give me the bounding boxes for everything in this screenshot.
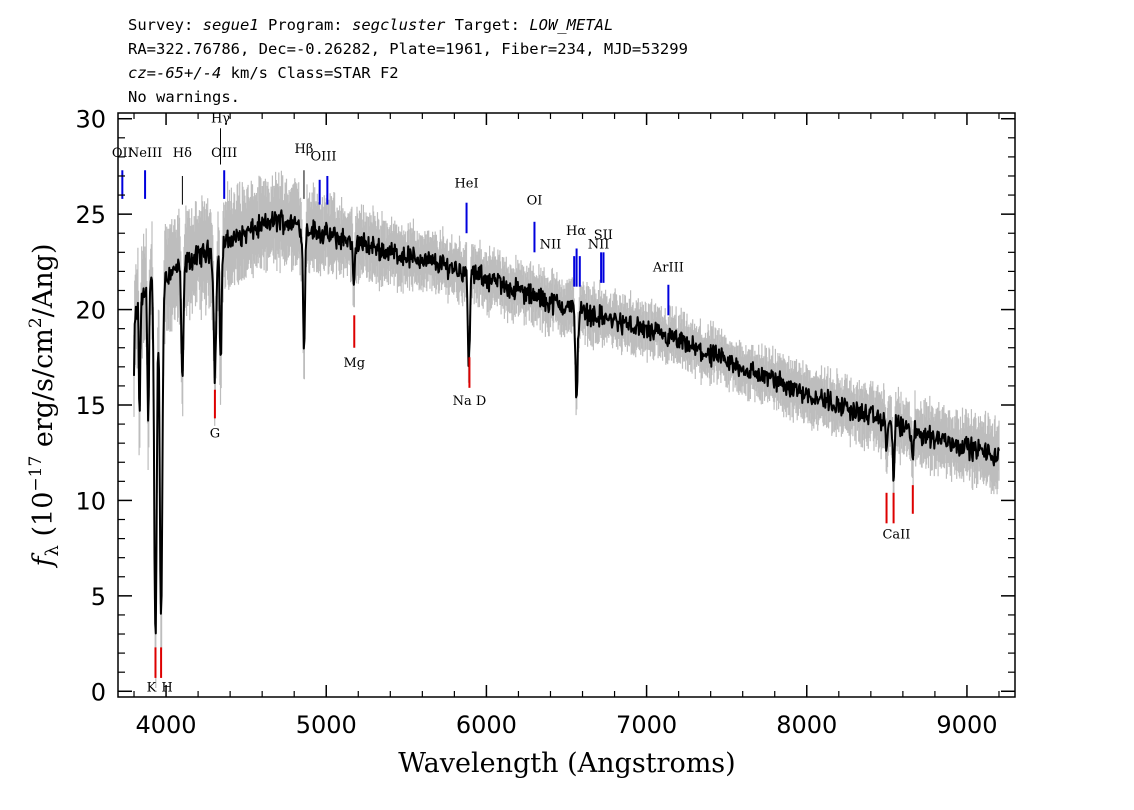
line-marker-label: NII xyxy=(588,238,610,253)
header-text: Survey: segue1 Program: segcluster Targe… xyxy=(128,16,688,106)
line-marker-label: G xyxy=(210,426,220,441)
line-marker-label: Na D xyxy=(453,394,487,409)
header-line-2: RA=322.76786, Dec=-0.26282, Plate=1961, … xyxy=(128,40,688,58)
axes: 4000 5000 6000 7000 8000 9000 0 5 10 15 20 25 30 xyxy=(75,106,1016,739)
line-marker-label: Hδ xyxy=(173,146,192,161)
y-tick-label: 25 xyxy=(75,201,106,229)
header-line-4: No warnings. xyxy=(128,88,240,106)
line-marker-label: OI xyxy=(527,194,543,209)
x-tick-label: 6000 xyxy=(456,711,517,739)
ylabel-part: λ xyxy=(42,545,63,556)
ylabel-part: erg/s/cm xyxy=(28,328,59,456)
header-line-1: Survey: segue1 Program: segcluster Targe… xyxy=(128,16,613,34)
ylabel-part: 2 xyxy=(26,317,46,328)
header-segment: km/s Class=STAR F2 xyxy=(221,64,398,82)
plot-area xyxy=(121,128,1000,688)
line-marker-label: Hβ xyxy=(295,142,314,157)
ylabel-part: −17 xyxy=(26,456,46,492)
line-marker-label: OII xyxy=(112,146,133,161)
y-tick-label: 30 xyxy=(75,106,106,134)
line-marker-label: K xyxy=(147,680,157,695)
ylabel-part: (10 xyxy=(28,492,59,545)
ylabel-part: /Ang) xyxy=(28,244,59,318)
header-segment: segcluster xyxy=(352,16,446,34)
header-segment: LOW_METAL xyxy=(529,16,613,34)
line-marker-label: Mg xyxy=(343,356,365,371)
header-segment: Target: xyxy=(445,16,529,34)
x-tick-label: 4000 xyxy=(136,711,197,739)
y-tick-label: 10 xyxy=(75,487,106,515)
y-tick-label: 5 xyxy=(91,583,106,611)
header-segment: segue1 xyxy=(203,16,259,34)
line-marker-label: HeI xyxy=(454,176,478,191)
header-segment: cz=-65+/-4 xyxy=(128,64,221,82)
header-line-3: cz=-65+/-4 km/s Class=STAR F2 xyxy=(128,64,399,82)
x-axis-title: Wavelength (Angstroms) xyxy=(398,748,735,779)
x-tick-label: 8000 xyxy=(776,711,837,739)
y-axis-title: fλ (10−17 erg/s/cm2/Ang) xyxy=(26,244,63,569)
line-marker-label: ArIII xyxy=(652,260,684,275)
line-marker-label: OIII xyxy=(310,150,336,165)
line-marker-label: CaII xyxy=(882,528,910,543)
x-tick-label: 5000 xyxy=(296,711,357,739)
line-marker-label: OIII xyxy=(211,146,237,161)
flux-line xyxy=(133,209,1000,635)
x-tick-label: 9000 xyxy=(936,711,997,739)
line-marker-label: Hα xyxy=(566,224,586,239)
line-marker-label: NII xyxy=(540,238,562,253)
header-segment: Program: xyxy=(259,16,352,34)
line-marker-label: H xyxy=(161,680,172,695)
y-tick-label: 15 xyxy=(75,392,106,420)
line-marker-label: SII xyxy=(594,228,613,243)
x-tick-label: 7000 xyxy=(616,711,677,739)
y-tick-label: 20 xyxy=(75,297,106,325)
line-marker-label: NeIII xyxy=(128,146,162,161)
y-tick-label: 0 xyxy=(91,678,106,706)
line-marker-label: Hγ xyxy=(211,112,230,127)
error-band xyxy=(133,170,1000,688)
header-segment: Survey: xyxy=(128,16,203,34)
